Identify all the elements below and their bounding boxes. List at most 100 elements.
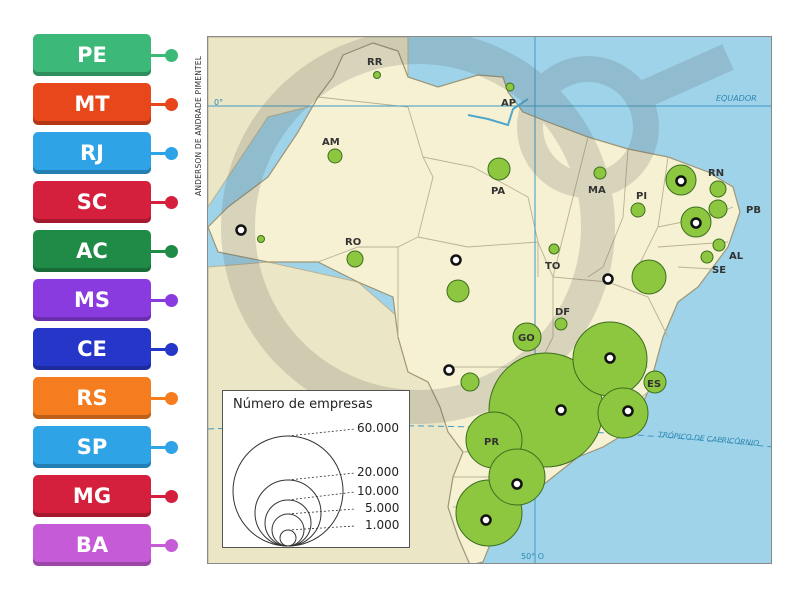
connector-ms xyxy=(151,299,171,302)
label-ce[interactable]: CE xyxy=(33,328,151,370)
state-label-df: DF xyxy=(555,307,570,318)
connector-ce xyxy=(151,348,171,351)
bubble-rr xyxy=(373,71,381,79)
bubble-ap xyxy=(505,82,515,92)
connector-dot-mt[interactable] xyxy=(165,98,178,111)
bubble-es xyxy=(643,370,667,394)
state-borders xyxy=(317,96,734,508)
bubble-am xyxy=(327,148,343,164)
label-sp[interactable]: SP xyxy=(33,426,151,468)
label-pe[interactable]: PE xyxy=(33,34,151,76)
label-rs[interactable]: RS xyxy=(33,377,151,419)
state-label-al: AL xyxy=(729,251,744,262)
connector-dot-pe[interactable] xyxy=(165,49,178,62)
connector-dot-ms[interactable] xyxy=(165,294,178,307)
connector-dot-rj[interactable] xyxy=(165,147,178,160)
connector-rs xyxy=(151,397,171,400)
legend-circle-20000 xyxy=(254,479,322,547)
connector-sp xyxy=(151,446,171,449)
tropic-label: TRÓPICO DE CAPRICÓRNIO xyxy=(658,430,760,448)
drop-target-4[interactable] xyxy=(450,254,462,266)
drop-target-8[interactable] xyxy=(555,404,567,416)
state-label-pi: PI xyxy=(636,191,647,202)
state-label-ma: MA xyxy=(588,185,606,196)
label-ba[interactable]: BA xyxy=(33,524,151,566)
drop-target-9[interactable] xyxy=(622,405,634,417)
connector-dot-ac[interactable] xyxy=(165,245,178,258)
connector-dot-ce[interactable] xyxy=(165,343,178,356)
bubble-mt xyxy=(446,279,470,303)
legend: Número de empresas 60.000 20.000 10.000 … xyxy=(222,390,410,548)
connector-dot-sp[interactable] xyxy=(165,441,178,454)
legend-circles xyxy=(232,428,356,547)
connector-dot-ba[interactable] xyxy=(165,539,178,552)
state-label-ap: AP xyxy=(501,98,516,109)
legend-value-1000: 1.000 xyxy=(365,518,400,532)
state-label-rr: RR xyxy=(367,57,383,68)
drop-target-7[interactable] xyxy=(443,364,455,376)
bubble-ms xyxy=(460,372,480,392)
label-mt[interactable]: MT xyxy=(33,83,151,125)
bubble-pa xyxy=(487,157,511,181)
state-label-es: ES xyxy=(647,379,661,390)
drop-target-3[interactable] xyxy=(235,224,247,236)
bubble-se xyxy=(700,250,714,264)
zero-degree-label: 0° xyxy=(214,98,223,107)
bubble-al xyxy=(712,238,726,252)
legend-circle-1000 xyxy=(279,529,297,547)
bubble-to xyxy=(548,243,560,255)
drop-target-1[interactable] xyxy=(675,175,687,187)
connector-dot-mg[interactable] xyxy=(165,490,178,503)
bubble-pb xyxy=(708,199,728,219)
label-ms[interactable]: MS xyxy=(33,279,151,321)
state-label-go: GO xyxy=(518,333,535,344)
bubble-ba xyxy=(631,259,667,295)
state-label-rn: RN xyxy=(708,168,724,179)
label-sc[interactable]: SC xyxy=(33,181,151,223)
bubble-go xyxy=(512,322,542,352)
drop-target-10[interactable] xyxy=(511,478,523,490)
state-label-ro: RO xyxy=(345,237,361,248)
meridian-label: 50° O xyxy=(521,552,544,561)
map-credit: ANDERSON DE ANDRADE PIMENTEL xyxy=(194,55,203,196)
label-ac[interactable]: AC xyxy=(33,230,151,272)
bubble-ma xyxy=(593,166,607,180)
drop-target-11[interactable] xyxy=(480,514,492,526)
connector-sc xyxy=(151,201,171,204)
state-label-se: SE xyxy=(712,265,726,276)
drop-targets xyxy=(235,175,702,526)
label-rj[interactable]: RJ xyxy=(33,132,151,174)
connector-ac xyxy=(151,250,171,253)
state-label-pr: PR xyxy=(484,437,499,448)
bubble-ac xyxy=(257,235,265,243)
bubble-rn xyxy=(709,180,727,198)
connector-mg xyxy=(151,495,171,498)
drop-target-5[interactable] xyxy=(602,273,614,285)
connector-dot-rs[interactable] xyxy=(165,392,178,405)
legend-title: Número de empresas xyxy=(233,397,373,412)
legend-circle-10000 xyxy=(264,499,312,547)
label-mg[interactable]: MG xyxy=(33,475,151,517)
drop-target-2[interactable] xyxy=(690,217,702,229)
connector-ba xyxy=(151,544,171,547)
state-label-to: TO xyxy=(545,261,560,272)
bubble-pi xyxy=(630,202,646,218)
connector-mt xyxy=(151,103,171,106)
state-label-am: AM xyxy=(322,137,340,148)
state-label-pa: PA xyxy=(491,186,505,197)
brazil-map: EQUADOR 0° TRÓPICO DE CAPRICÓRNIO 50° O xyxy=(208,37,771,563)
equator-label: EQUADOR xyxy=(716,94,757,103)
drop-target-6[interactable] xyxy=(604,352,616,364)
bubble-sc xyxy=(488,448,546,506)
connector-rj xyxy=(151,152,171,155)
bubble-ro xyxy=(346,250,364,268)
connector-dot-sc[interactable] xyxy=(165,196,178,209)
state-labels: RR AP AM PA MA PI RN PB AL SE RO TO DF G… xyxy=(322,57,761,448)
legend-value-60000: 60.000 xyxy=(357,421,399,435)
legend-value-20000: 20.000 xyxy=(357,465,399,479)
state-label-pb: PB xyxy=(746,205,761,216)
legend-value-10000: 10.000 xyxy=(357,484,399,498)
legend-value-5000: 5.000 xyxy=(365,501,400,515)
connector-pe xyxy=(151,54,171,57)
bubble-df xyxy=(554,317,568,331)
